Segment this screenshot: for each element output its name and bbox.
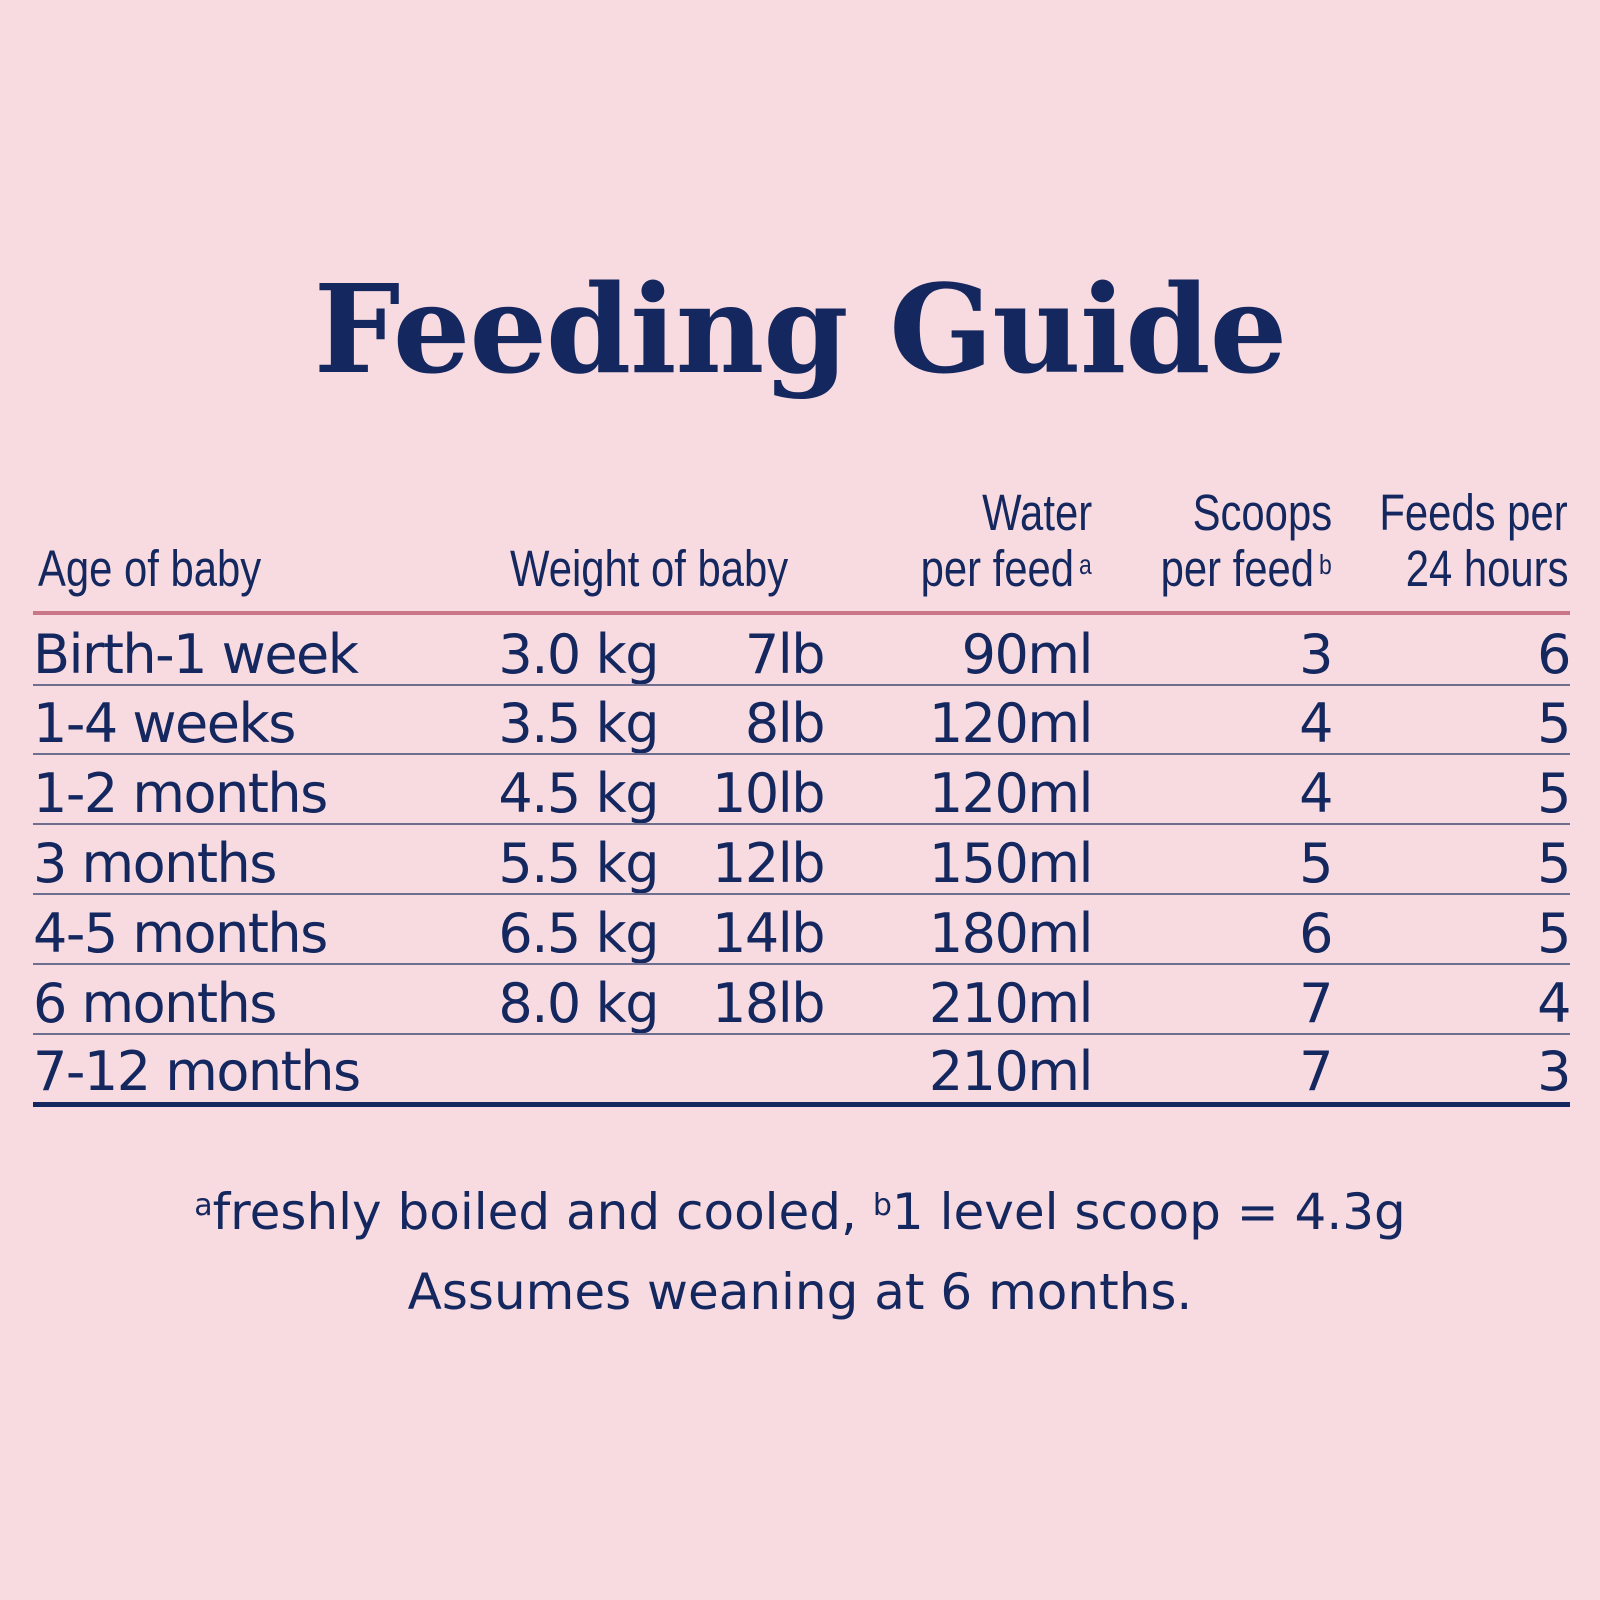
footnote-mark-b: b xyxy=(1319,549,1332,580)
cell-feeds: 5 xyxy=(1537,692,1571,755)
header-weight: Weight of baby xyxy=(510,540,789,597)
cell-weight-lb: 12lb xyxy=(712,832,826,895)
footnote-superscript-b: b xyxy=(872,1188,892,1223)
header-water-line1: Water xyxy=(982,484,1092,541)
cell-weight-lb: 10lb xyxy=(712,762,826,825)
cell-water: 150ml xyxy=(928,832,1094,895)
row-divider xyxy=(33,823,1570,825)
cell-weight-lb: 8lb xyxy=(744,692,826,755)
cell-weight-lb: 14lb xyxy=(712,902,826,965)
cell-weight-kg: 6.5 kg xyxy=(498,902,659,965)
cell-weight-lb: 7lb xyxy=(744,623,826,686)
cell-age: 7-12 months xyxy=(33,1040,361,1103)
cell-age: 3 months xyxy=(33,832,277,895)
header-feeds-line1: Feeds per xyxy=(1379,484,1568,541)
header-scoops-line2: per feed b xyxy=(1160,540,1332,597)
cell-feeds: 5 xyxy=(1537,902,1571,965)
cell-water: 210ml xyxy=(928,1040,1094,1103)
cell-weight-lb: 18lb xyxy=(712,972,826,1035)
header-feeds-line2: 24 hours xyxy=(1405,540,1568,597)
cell-scoops: 6 xyxy=(1299,902,1333,965)
cell-scoops: 7 xyxy=(1299,972,1333,1035)
row-divider xyxy=(33,753,1570,755)
cell-water: 90ml xyxy=(961,623,1094,686)
cell-weight-kg: 8.0 kg xyxy=(498,972,659,1035)
header-scoops-line1: Scoops xyxy=(1192,484,1332,541)
cell-scoops: 4 xyxy=(1299,692,1333,755)
header-divider xyxy=(33,611,1570,615)
row-divider xyxy=(33,893,1570,895)
cell-scoops: 5 xyxy=(1299,832,1333,895)
cell-feeds: 5 xyxy=(1537,832,1571,895)
footnote-superscript-a: a xyxy=(194,1188,213,1223)
cell-scoops: 3 xyxy=(1299,623,1333,686)
cell-age: 4-5 months xyxy=(33,902,328,965)
cell-feeds: 4 xyxy=(1537,972,1571,1035)
page-title: Feeding Guide xyxy=(313,257,1287,401)
cell-weight-kg: 5.5 kg xyxy=(498,832,659,895)
header-age: Age of baby xyxy=(38,540,262,597)
table-bottom-rule xyxy=(33,1102,1570,1107)
row-divider xyxy=(33,1033,1570,1035)
cell-age: Birth-1 week xyxy=(33,623,359,686)
footnote-line-1: afreshly boiled and cooled, b1 level sco… xyxy=(0,1182,1600,1242)
cell-water: 120ml xyxy=(928,692,1094,755)
cell-feeds: 3 xyxy=(1537,1040,1571,1103)
cell-weight-kg: 4.5 kg xyxy=(498,762,659,825)
cell-age: 1-4 weeks xyxy=(33,692,296,755)
footnote-line-2: Assumes weaning at 6 months. xyxy=(407,1263,1193,1321)
cell-age: 1-2 months xyxy=(33,762,328,825)
row-divider xyxy=(33,963,1570,965)
footnote-a-text: freshly boiled and cooled, xyxy=(212,1183,873,1241)
cell-water: 120ml xyxy=(928,762,1094,825)
cell-scoops: 4 xyxy=(1299,762,1333,825)
cell-feeds: 5 xyxy=(1537,762,1571,825)
row-divider xyxy=(33,684,1570,686)
cell-water: 210ml xyxy=(928,972,1094,1035)
cell-feeds: 6 xyxy=(1537,623,1571,686)
cell-water: 180ml xyxy=(928,902,1094,965)
cell-age: 6 months xyxy=(33,972,277,1035)
cell-weight-kg: 3.0 kg xyxy=(498,623,659,686)
footnote-b-text: 1 level scoop = 4.3g xyxy=(891,1183,1406,1241)
cell-scoops: 7 xyxy=(1299,1040,1333,1103)
cell-weight-kg: 3.5 kg xyxy=(498,692,659,755)
footnote-mark-a: a xyxy=(1079,549,1092,580)
header-water-line2: per feed a xyxy=(920,540,1092,597)
